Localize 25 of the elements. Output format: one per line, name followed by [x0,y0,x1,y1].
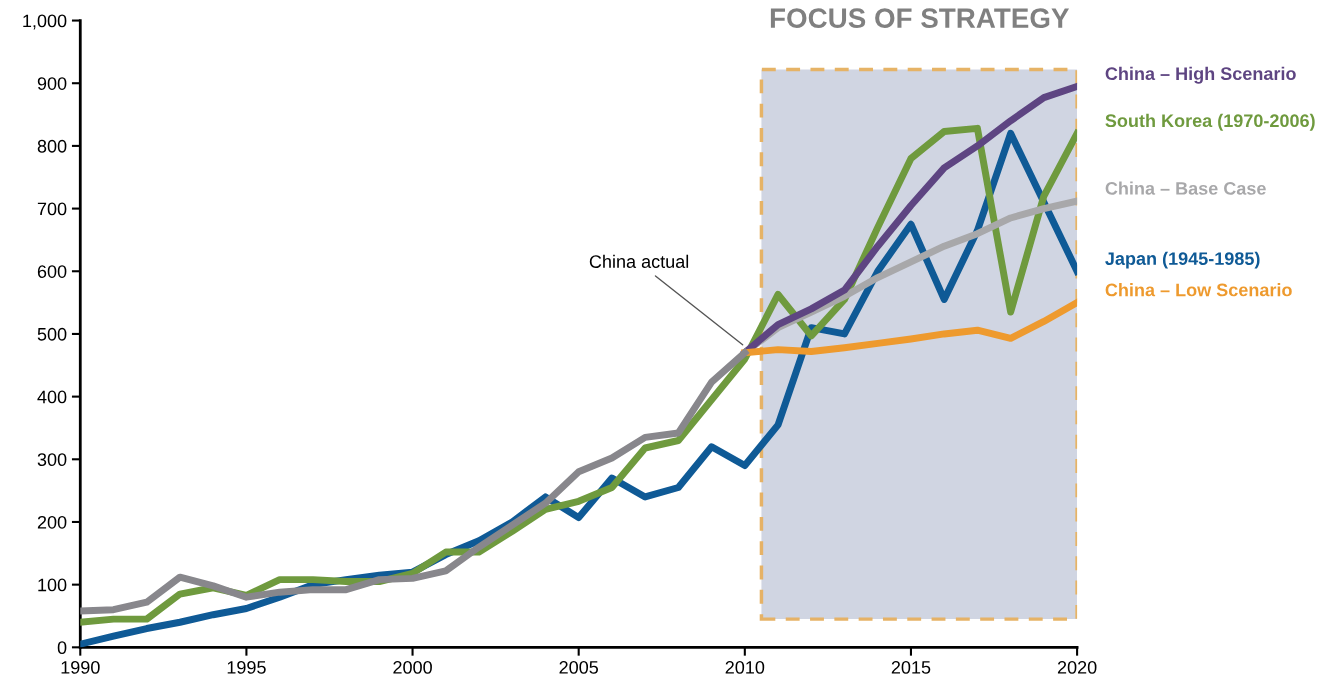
annotation: China actual [589,254,689,268]
y-tick-label: 900 [37,77,67,90]
y-tick-label: 1,000 [23,14,67,30]
series-label: South Korea (1970-2006) [1105,113,1315,131]
y-tick-label: 300 [37,453,67,467]
y-tick-label: 800 [37,139,67,153]
x-tick-label: 1995 [227,661,266,674]
y-tick-label: 200 [37,515,67,529]
y-tick-label: 100 [38,578,67,592]
x-tick-label: 2000 [393,661,432,674]
x-tick-label: 2005 [559,661,599,674]
series-label: China – High Scenario [1105,66,1296,84]
x-tick-label: 2015 [891,661,931,674]
y-tick-label: 0 [57,641,67,655]
x-tick-label: 2010 [725,661,765,674]
x-tick-label: 1990 [61,661,100,674]
y-tick-label: 400 [37,390,67,404]
series-label: Japan (1945-1985) [1105,251,1260,269]
series-label: China – Low Scenario [1105,283,1292,297]
band-label: FOCUS OF STRATEGY [770,8,1070,29]
series-label: China – Base Case [1105,181,1266,195]
y-tick-label: 500 [37,327,67,341]
y-tick-label: 700 [37,202,67,216]
y-tick-label: 600 [37,265,67,278]
x-tick-label: 2020 [1057,661,1097,674]
